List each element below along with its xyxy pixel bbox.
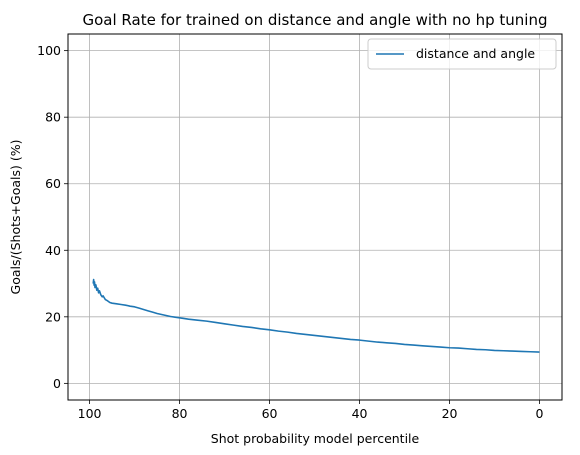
- y-tick-label: 60: [45, 176, 61, 191]
- x-tick-label: 100: [78, 406, 102, 421]
- y-tick-label: 40: [45, 243, 61, 258]
- series-line-distance-and-angle: [92, 278, 540, 353]
- y-axis-label: Goals/(Shots+Goals) (%): [8, 140, 23, 295]
- plot-frame: [67, 33, 563, 401]
- x-tick-label: 60: [262, 406, 278, 421]
- x-tick-label: 20: [442, 406, 458, 421]
- y-tick-label: 20: [45, 309, 61, 324]
- legend: distance and angle: [367, 38, 557, 70]
- y-tick-label: 80: [45, 110, 61, 125]
- x-tick-label: 80: [172, 406, 188, 421]
- x-tick-label: 40: [352, 406, 368, 421]
- chart-title: Goal Rate for trained on distance and an…: [83, 11, 548, 29]
- legend-box: [367, 38, 557, 70]
- axis-ticks: 100 80 60 40 20 0 0 20 40 60 80 100: [37, 43, 543, 421]
- plot-area: [92, 278, 540, 353]
- x-axis-label: Shot probability model percentile: [211, 431, 420, 446]
- legend-label: distance and angle: [416, 46, 535, 61]
- y-tick-label: 0: [53, 376, 61, 391]
- x-tick-label: 0: [536, 406, 544, 421]
- y-tick-label: 100: [37, 43, 61, 58]
- grid: [68, 34, 562, 400]
